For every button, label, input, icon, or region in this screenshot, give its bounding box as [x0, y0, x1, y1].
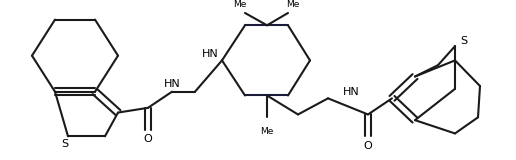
Text: Me: Me — [233, 0, 247, 9]
Text: S: S — [460, 36, 467, 46]
Text: HN: HN — [202, 49, 218, 59]
Text: S: S — [61, 139, 69, 149]
Text: Me: Me — [260, 127, 273, 136]
Text: HN: HN — [164, 79, 181, 89]
Text: HN: HN — [343, 87, 360, 97]
Text: O: O — [364, 141, 373, 151]
Text: O: O — [143, 134, 152, 144]
Text: Me: Me — [286, 0, 300, 9]
